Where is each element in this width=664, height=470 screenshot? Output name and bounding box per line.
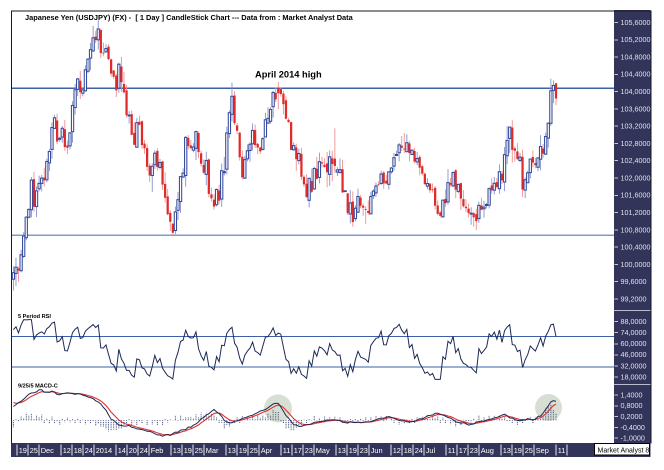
- svg-text:11: 11: [558, 446, 566, 455]
- svg-text:0,8000: 0,8000: [621, 401, 643, 410]
- svg-text:-1,0000: -1,0000: [621, 434, 645, 443]
- svg-text:24: 24: [85, 446, 93, 455]
- svg-text:32,0000: 32,0000: [621, 361, 647, 370]
- svg-text:9/25/5 MACD-C: 9/25/5 MACD-C: [18, 384, 58, 390]
- svg-text:19: 19: [349, 446, 357, 455]
- svg-text:17: 17: [459, 446, 467, 455]
- svg-text:13: 13: [228, 446, 236, 455]
- svg-text:19: 19: [19, 446, 27, 455]
- svg-text:105,6000: 105,6000: [621, 18, 651, 27]
- svg-text:23: 23: [470, 446, 478, 455]
- svg-text:0,2000: 0,2000: [621, 412, 643, 421]
- svg-text:Japanese Yen (USDJPY) (FX) -: Japanese Yen (USDJPY) (FX) - [ 1 Day ] C…: [25, 13, 354, 22]
- svg-text:18: 18: [74, 446, 82, 455]
- svg-text:100,4000: 100,4000: [621, 243, 651, 252]
- svg-text:105,2000: 105,2000: [621, 35, 651, 44]
- svg-text:2014: 2014: [96, 446, 112, 455]
- svg-text:April 2014 high: April 2014 high: [255, 70, 322, 80]
- svg-text:Jul: Jul: [426, 446, 436, 455]
- svg-text:102,0000: 102,0000: [621, 173, 651, 182]
- svg-text:24: 24: [140, 446, 148, 455]
- svg-text:101,6000: 101,6000: [621, 191, 651, 200]
- svg-text:14: 14: [118, 446, 126, 455]
- svg-text:25: 25: [525, 446, 533, 455]
- svg-text:Jun: Jun: [371, 446, 383, 455]
- svg-text:Mar: Mar: [206, 446, 219, 455]
- svg-text:Aug: Aug: [481, 446, 494, 455]
- svg-text:13: 13: [503, 446, 511, 455]
- svg-text:-0,4000: -0,4000: [621, 423, 645, 432]
- svg-text:88,0000: 88,0000: [621, 317, 647, 326]
- svg-text:20: 20: [129, 446, 137, 455]
- svg-text:19: 19: [184, 446, 192, 455]
- svg-text:99,2000: 99,2000: [621, 294, 647, 303]
- svg-text:104,0000: 104,0000: [621, 87, 651, 96]
- svg-text:23: 23: [360, 446, 368, 455]
- svg-text:60,0000: 60,0000: [621, 339, 647, 348]
- svg-text:Sep: Sep: [536, 446, 549, 455]
- svg-text:74,0000: 74,0000: [621, 328, 647, 337]
- svg-text:1,4000: 1,4000: [621, 390, 643, 399]
- svg-text:25: 25: [30, 446, 38, 455]
- svg-text:Feb: Feb: [151, 446, 164, 455]
- svg-text:103,2000: 103,2000: [621, 122, 651, 131]
- svg-text:18: 18: [404, 446, 412, 455]
- svg-text:100,8000: 100,8000: [621, 225, 651, 234]
- svg-text:13: 13: [173, 446, 181, 455]
- svg-text:103,6000: 103,6000: [621, 104, 651, 113]
- svg-text:102,8000: 102,8000: [621, 139, 651, 148]
- svg-text:5 Period RSI: 5 Period RSI: [18, 314, 51, 320]
- svg-text:Apr: Apr: [261, 446, 273, 455]
- svg-text:19: 19: [514, 446, 522, 455]
- svg-text:Market Analyst 8: Market Analyst 8: [598, 447, 650, 454]
- svg-text:24: 24: [415, 446, 423, 455]
- svg-text:25: 25: [250, 446, 258, 455]
- svg-text:23: 23: [305, 446, 313, 455]
- svg-text:12: 12: [393, 446, 401, 455]
- svg-text:13: 13: [338, 446, 346, 455]
- svg-text:May: May: [316, 446, 330, 455]
- svg-text:104,8000: 104,8000: [621, 53, 651, 62]
- svg-text:46,0000: 46,0000: [621, 350, 647, 359]
- svg-text:101,2000: 101,2000: [621, 208, 651, 217]
- svg-text:104,4000: 104,4000: [621, 70, 651, 79]
- svg-text:11: 11: [448, 446, 456, 455]
- svg-text:18,0000: 18,0000: [621, 372, 647, 381]
- svg-text:102,4000: 102,4000: [621, 156, 651, 165]
- svg-text:17: 17: [294, 446, 302, 455]
- svg-text:Dec: Dec: [41, 446, 54, 455]
- svg-text:99,6000: 99,6000: [621, 277, 647, 286]
- svg-text:11: 11: [283, 446, 291, 455]
- svg-text:19: 19: [239, 446, 247, 455]
- svg-text:12: 12: [63, 446, 71, 455]
- svg-text:25: 25: [195, 446, 203, 455]
- svg-text:100,0000: 100,0000: [621, 260, 651, 269]
